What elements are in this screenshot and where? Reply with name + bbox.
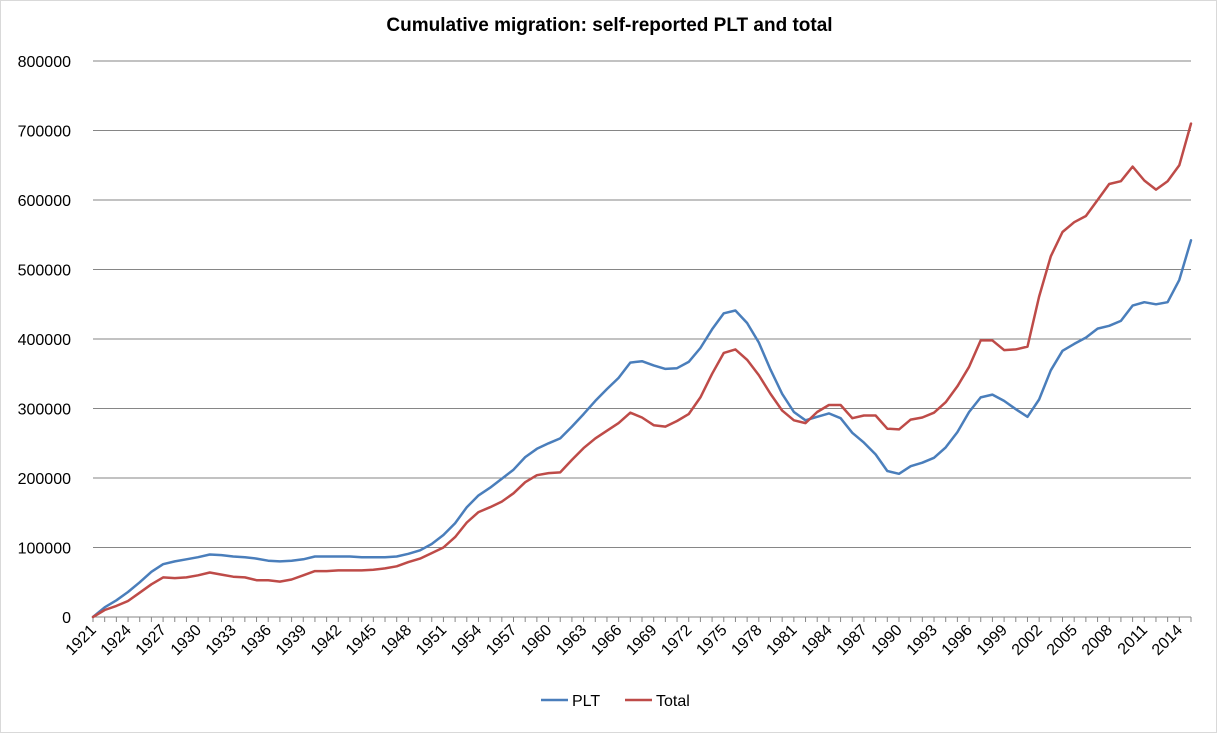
y-tick-label: 600000	[18, 193, 71, 210]
x-tick-label: 1954	[448, 622, 485, 659]
x-tick-label: 1942	[308, 622, 345, 659]
y-tick-label: 100000	[18, 541, 71, 558]
x-tick-label: 1966	[588, 622, 625, 659]
y-tick-label: 300000	[18, 402, 71, 419]
x-tick-label: 1996	[939, 622, 976, 659]
x-tick-label: 1963	[553, 622, 590, 659]
x-tick-label: 1948	[378, 622, 415, 659]
x-tick-label: 1927	[133, 622, 170, 659]
y-tick-label: 200000	[18, 471, 71, 488]
x-tick-label: 1969	[623, 622, 660, 659]
x-tick-label: 2008	[1079, 622, 1116, 659]
legend-label-plt: PLT	[572, 693, 600, 710]
x-tick-label: 1978	[728, 622, 765, 659]
y-tick-label: 500000	[18, 263, 71, 280]
x-tick-label: 1933	[203, 622, 240, 659]
x-tick-label: 1951	[413, 622, 450, 659]
chart-title: Cumulative migration: self-reported PLT …	[386, 15, 833, 36]
series-line-total	[91, 122, 1193, 619]
x-tick-label: 1990	[869, 622, 906, 659]
x-tick-label: 1939	[273, 622, 310, 659]
x-tick-label: 1957	[483, 622, 520, 659]
series-line-plt	[91, 239, 1193, 619]
x-tick-label: 2005	[1044, 622, 1081, 659]
y-tick-label: 400000	[18, 332, 71, 349]
x-tick-label: 1936	[238, 622, 275, 659]
x-tick-label: 2002	[1009, 622, 1046, 659]
x-tick-label: 1975	[693, 622, 730, 659]
y-tick-label: 0	[62, 610, 71, 627]
x-tick-label: 1987	[834, 622, 871, 659]
x-tick-label: 1921	[63, 622, 100, 659]
x-tick-label: 1960	[518, 622, 555, 659]
x-tick-label: 1930	[168, 622, 205, 659]
x-tick-label: 1924	[98, 622, 135, 659]
x-tick-label: 1981	[763, 622, 800, 659]
x-tick-label: 2014	[1149, 622, 1186, 659]
x-tick-label: 1972	[658, 622, 695, 659]
x-tick-label: 1999	[974, 622, 1011, 659]
x-tick-label: 2011	[1115, 622, 1151, 658]
x-tick-label: 1945	[343, 622, 380, 659]
x-tick-label: 1993	[904, 622, 941, 659]
x-tick-label: 1984	[799, 622, 836, 659]
y-tick-label: 700000	[18, 124, 71, 141]
legend-label-total: Total	[656, 693, 690, 710]
y-tick-label: 800000	[18, 54, 71, 71]
